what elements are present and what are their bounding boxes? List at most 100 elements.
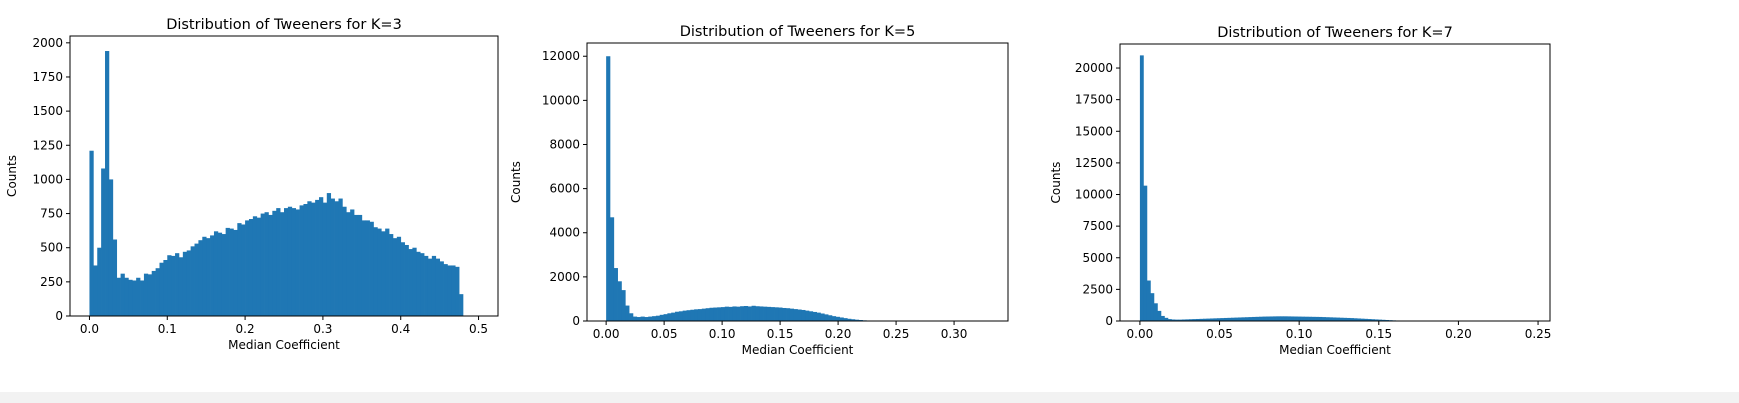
histogram-bar [182,251,188,316]
histogram-bar [89,150,94,316]
x-tick-label: 0.25 [1525,327,1552,341]
histogram-bar [1353,318,1358,321]
histogram-bar [1290,316,1295,321]
histogram-bar [736,306,741,321]
histogram-bar [396,236,402,316]
histogram-bar [307,201,312,316]
histogram-bar [1231,317,1235,321]
histogram-bar [206,238,211,316]
histogram-bar [743,306,749,321]
histogram-bar [163,260,168,316]
histogram-bar [1273,316,1277,321]
histogram-bar [1385,319,1390,321]
histogram-bar [241,224,246,316]
histogram-bar [1238,317,1242,321]
histogram-bar [1308,316,1312,321]
x-axis-label: Median Coefficient [228,338,340,352]
y-tick-label: 7500 [1082,219,1113,233]
histogram-bar [820,313,825,321]
histogram-bar [404,244,409,316]
histogram-bar [1276,316,1281,321]
histogram-bar [377,228,382,316]
histogram-bar [1360,318,1365,321]
bottom-strip [0,392,1739,403]
y-tick-label: 250 [40,275,63,289]
histogram-bar [272,210,277,316]
histogram-bar [147,274,153,316]
x-tick-label: 0.15 [1365,327,1392,341]
histogram-bar [1213,318,1218,321]
histogram-bar [1367,319,1372,321]
histogram-bar [1343,317,1347,321]
x-tick-label: 0.05 [651,327,678,341]
axes-frame [69,35,499,317]
y-tick-label: 10000 [542,93,580,107]
y-tick-label: 0 [55,309,63,323]
histogram-bars [89,51,464,317]
x-tick-label: 0.2 [236,322,255,336]
histogram-bar [167,255,172,316]
histogram-bar [268,214,273,316]
histogram-bar [435,258,440,316]
y-tick-label: 0 [1105,314,1113,328]
histogram-bar [369,221,374,316]
histogram-bar [632,316,638,321]
histogram-bar [186,250,191,316]
histogram-bar [659,314,664,321]
chart-title: Distribution of Tweeners for K=3 [166,17,402,33]
histogram-bar [221,234,226,316]
histogram-bar [1181,319,1186,321]
histogram-bar [786,308,791,321]
histogram-bar [217,232,223,316]
histogram-bar [1167,319,1172,321]
histogram-bar [280,212,285,316]
histogram-bar [136,277,141,316]
histogram-bar [797,309,802,321]
histogram-bar [854,319,860,321]
histogram-bar [1227,317,1232,321]
histogram-bar [361,220,367,316]
histogram-bar [171,255,176,316]
x-tick-label: 0.05 [1206,327,1233,341]
histogram-bar [1357,318,1361,321]
x-tick-label: 0.4 [391,322,410,336]
histogram-bar [831,316,837,321]
histogram-bar [1164,317,1169,321]
histogram-bar [455,266,460,316]
histogram-bar [210,235,215,316]
histogram-bar [459,294,464,316]
histogram-bar [1202,318,1207,321]
histogram-bar [1280,316,1284,321]
histogram-bar [245,220,250,316]
histogram-bar [299,205,304,316]
histogram-bar [424,255,429,316]
histogram-bar [1146,280,1151,321]
histogram-bar [334,201,339,316]
axes-frame [1119,43,1551,322]
histogram-bar [330,198,335,316]
y-tick-label: 10000 [1075,188,1113,202]
histogram-bar [732,306,737,321]
histogram-bar [1157,310,1162,321]
histogram-bar [1378,319,1383,321]
histogram-bar [1297,316,1302,321]
histogram-bar [617,281,622,321]
x-tick-label: 0.3 [313,322,332,336]
histogram-bar [1216,318,1221,321]
histogram-bar [256,217,261,316]
histogram-bar [1185,319,1190,321]
histogram-bar [346,212,351,316]
histogram-bar [93,265,98,316]
histogram-bar [652,316,657,321]
histogram-bar [1294,316,1298,321]
histogram-bar [1234,317,1239,321]
subplot-k7: 0.00 0.05 0.10 0.15 0.20 0.25 0 2500 5000 7500 100… [1049,25,1551,357]
histogram-bar [816,312,821,321]
histogram-bar [1150,293,1155,321]
histogram-bars [606,56,898,322]
histogram-bar [1311,316,1316,321]
histogram-bar [1171,319,1176,321]
histogram-bar [843,318,848,321]
histogram-bar [427,258,433,316]
